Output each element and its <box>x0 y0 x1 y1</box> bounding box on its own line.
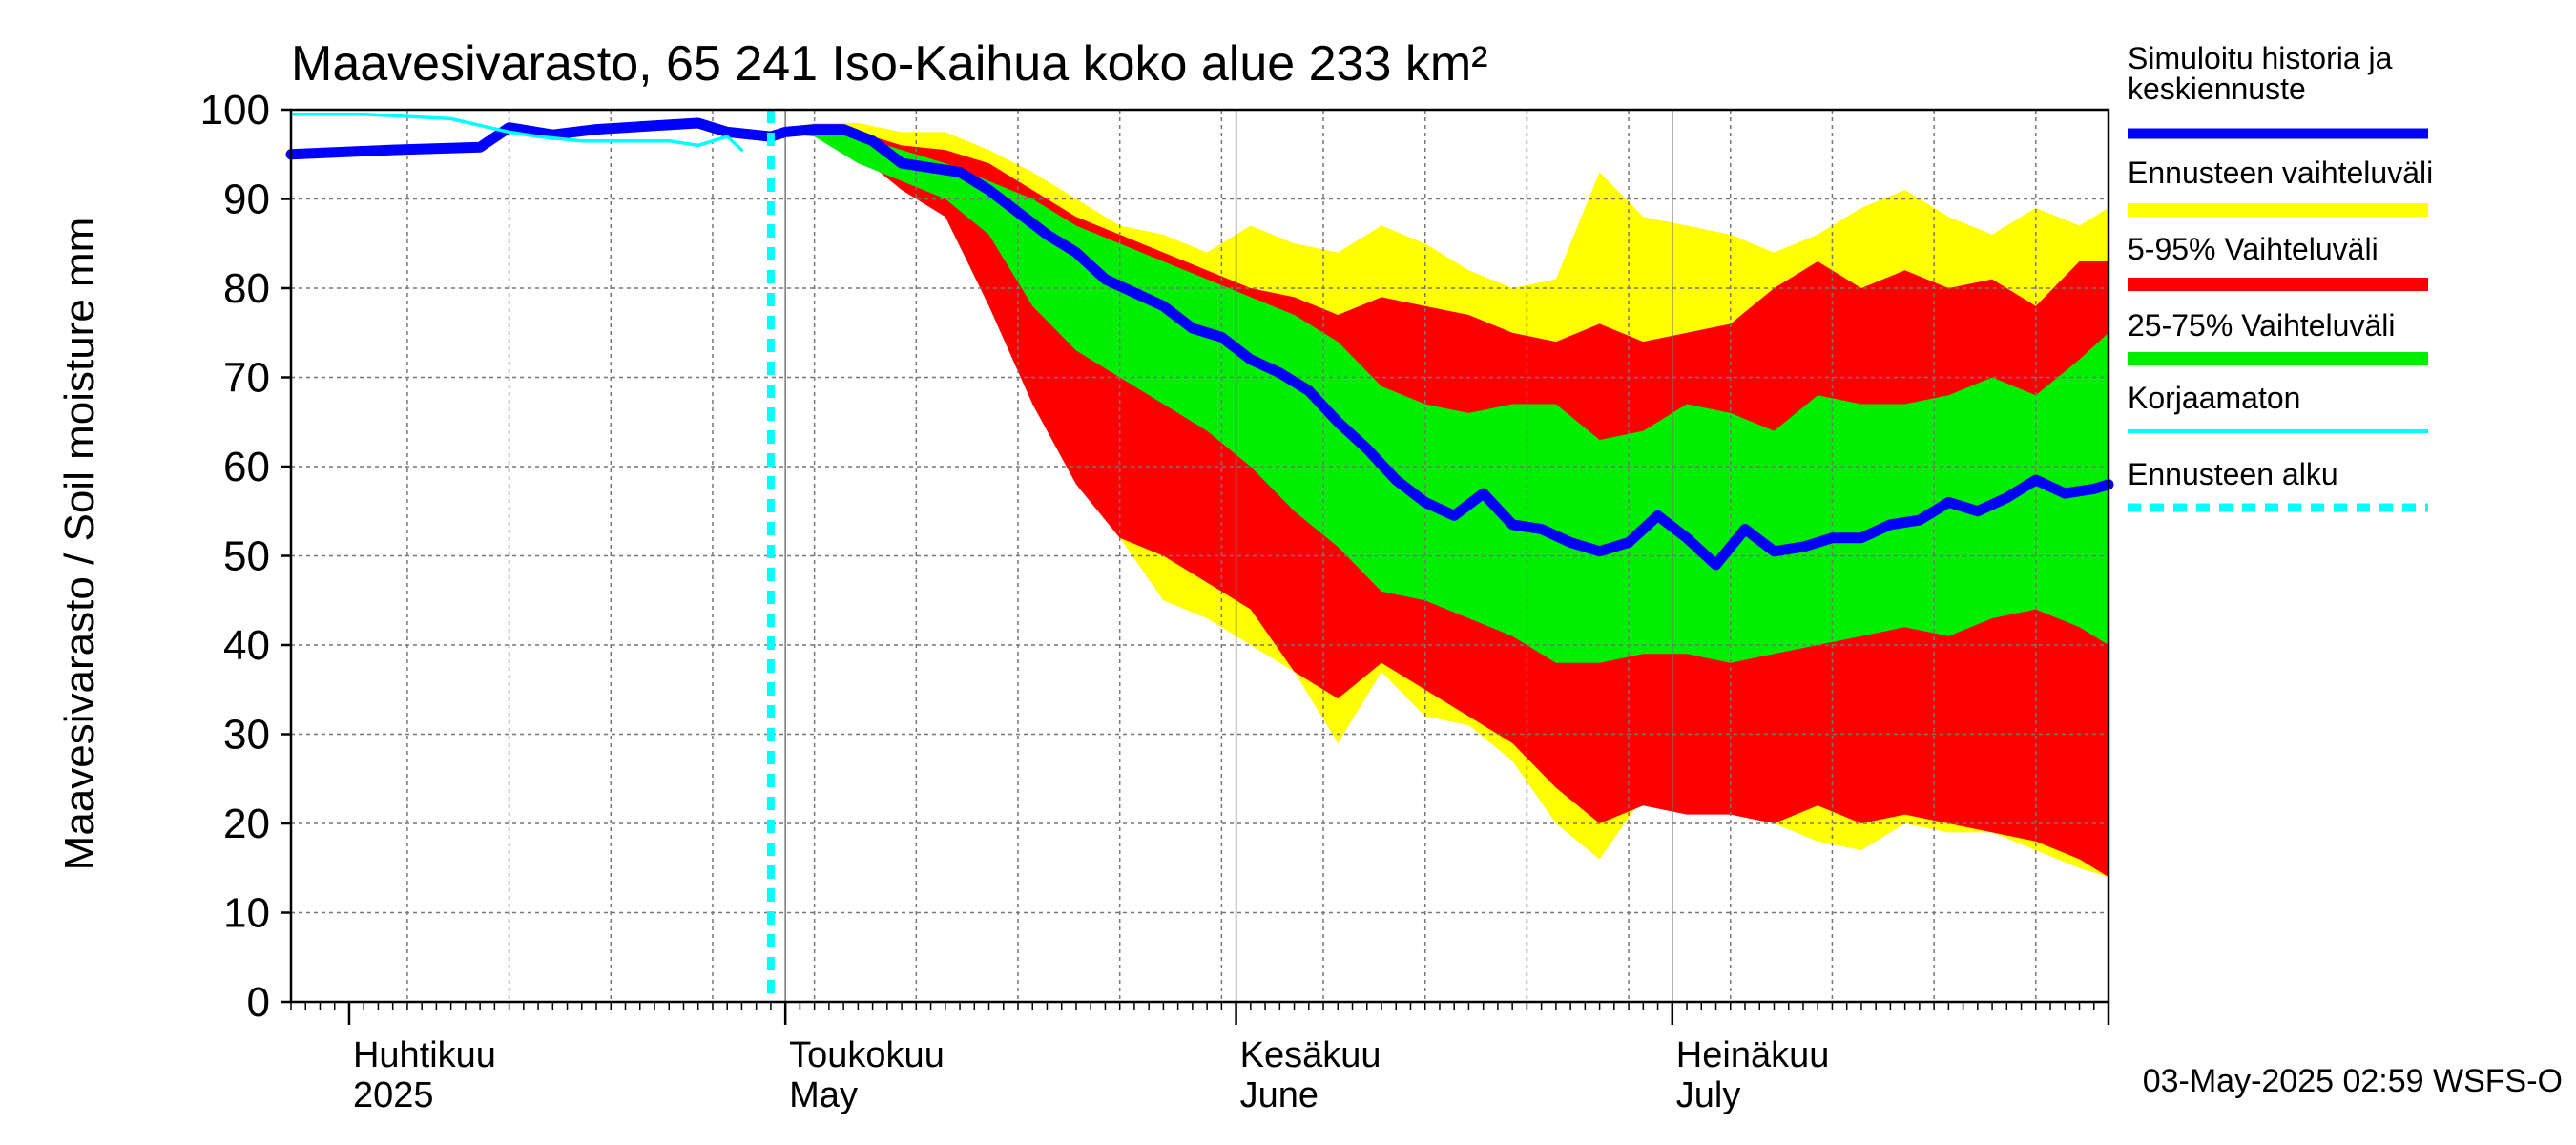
series-uncorrected-line <box>289 112 744 152</box>
legend-label: 25-75% Vaihteluväli <box>2128 308 2395 343</box>
y-tick-label: 0 <box>247 979 270 1026</box>
x-month-sublabel: May <box>789 1075 858 1115</box>
y-tick-label: 50 <box>223 533 270 580</box>
y-tick-label: 60 <box>223 444 270 490</box>
y-tick-label: 10 <box>223 890 270 937</box>
legend-label: Korjaamaton <box>2128 381 2300 415</box>
band-25-75-vaihteluv-li <box>770 132 2109 663</box>
y-axis-label: Maavesivarasto / Soil moisture mm <box>56 218 103 871</box>
x-month-label: Heinäkuu <box>1676 1035 1830 1075</box>
x-month-sublabel: 2025 <box>353 1075 434 1115</box>
series-median-line <box>285 117 2114 571</box>
chart-title: Maavesivarasto, 65 241 Iso-Kaihua koko a… <box>291 36 1487 92</box>
y-tick-label: 100 <box>200 87 270 134</box>
grid-lines <box>291 110 2109 1002</box>
legend-label: Ennusteen alku <box>2128 457 2338 491</box>
y-tick-label: 80 <box>223 265 270 312</box>
x-month-sublabel: July <box>1676 1075 1741 1115</box>
timestamp-label: 03-May-2025 02:59 WSFS-O <box>2143 1063 2563 1099</box>
x-month-label: Kesäkuu <box>1240 1035 1381 1075</box>
x-month-label: Toukokuu <box>789 1035 945 1075</box>
y-tick-label: 20 <box>223 801 270 847</box>
y-tick-label: 40 <box>223 622 270 669</box>
y-tick-label: 30 <box>223 712 270 759</box>
x-month-sublabel: June <box>1240 1075 1319 1115</box>
forecast-bands <box>770 123 2109 878</box>
legend-label: Simuloitu historia ja <box>2128 41 2393 75</box>
y-tick-label: 90 <box>223 177 270 223</box>
legend-label: Ennusteen vaihteluväli <box>2128 156 2433 190</box>
legend-label: keskiennuste <box>2128 72 2306 106</box>
x-month-label: Huhtikuu <box>353 1035 496 1075</box>
data-series <box>285 110 2114 1002</box>
y-tick-label: 70 <box>223 355 270 402</box>
legend-label: 5-95% Vaihteluväli <box>2128 232 2379 266</box>
